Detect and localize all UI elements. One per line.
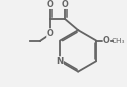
Text: N: N	[56, 57, 64, 66]
Text: O: O	[103, 36, 110, 45]
Text: CH₃: CH₃	[111, 37, 125, 44]
Text: O: O	[61, 0, 68, 9]
Text: O: O	[47, 0, 53, 9]
Text: O: O	[47, 29, 53, 38]
